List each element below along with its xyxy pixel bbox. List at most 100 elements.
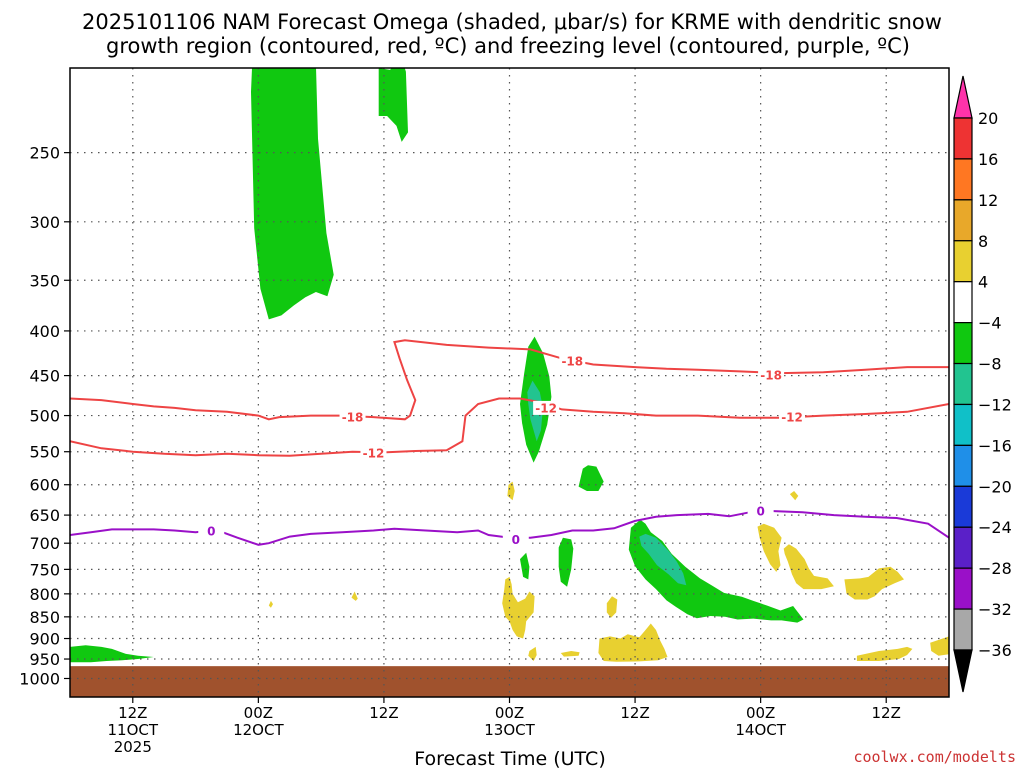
y-tick-label-850: 850 [29,608,60,627]
colorbar-label: 16 [978,150,998,169]
colorbar-top-arrow [953,75,973,119]
credit-text: coolwx.com/modelts [853,748,1016,766]
omega-region-13 [844,566,904,600]
colorbar-band-6 [953,322,973,365]
colorbar-label: −16 [978,436,1012,455]
y-tick-label-550: 550 [29,443,60,462]
colorbar-band-3 [953,199,973,242]
contour-label--12: -12 [363,447,385,461]
colorbar-band-8 [953,403,973,446]
colorbar-bottom-arrow [953,649,973,693]
x-tick-label-6-1: 12Z [118,704,147,722]
omega-region-20 [598,623,668,662]
omega-region-1 [251,68,334,320]
colorbar-band-9 [953,444,973,487]
colorbar: 20 16 12 8 4 −4 −8 −12 −16 −20 −24 −28 −32 −36 [953,75,1012,693]
contour-label-bg [339,410,366,425]
colorbar-label: −36 [978,641,1012,660]
colorbar-band-2 [953,158,973,201]
contour--18 [70,339,949,421]
contour-label-bg [747,503,774,518]
x-axis-label: Forecast Time (UTC) [414,748,605,768]
colorbar-label: −32 [978,600,1012,619]
y-tick-label-350: 350 [29,271,60,290]
chart-title-line-2: growth region (contoured, red, ºC) and f… [106,34,910,58]
omega-region-22 [930,636,949,656]
y-tick-label-900: 900 [29,630,60,649]
omega-region-4 [578,465,604,491]
contour-label--18: -18 [342,411,364,425]
colorbar-label: −20 [978,477,1012,496]
colorbar-band-13 [953,608,973,651]
y-tick-label-450: 450 [29,367,60,386]
x-tick-label-78-1: 12Z [872,704,901,722]
omega-region-8 [70,645,154,663]
omega-region-6 [558,537,574,587]
contour-label--18: -18 [760,368,782,382]
contour-label-bg [198,524,225,539]
contour-label-0: 0 [207,525,215,539]
x-tick-label-42-1: 00Z [495,704,524,722]
omega-region-23 [268,600,273,608]
y-tick-label-600: 600 [29,476,60,495]
colorbar-band-10 [953,485,973,528]
contour-label-bg [502,532,529,547]
contour-label-bg [779,410,806,425]
y-tick-label-300: 300 [29,213,60,232]
x-tick-label-66-1: 00Z [746,704,775,722]
colorbar-label: 12 [978,191,998,210]
colorbar-label: 8 [978,232,988,251]
contour-label--18: -18 [561,354,583,368]
contour-label-0: 0 [512,533,520,547]
colorbar-label: −24 [978,518,1012,537]
colorbar-band-7 [953,362,973,406]
omega-region-18 [606,596,618,618]
omega-region-24 [351,591,358,601]
omega-region-5 [628,519,804,623]
y-tick-label-800: 800 [29,585,60,604]
x-tick-label-6-3: 2025 [114,738,152,756]
x-tick-label-66-2: 14OCT [735,721,786,739]
colorbar-label: −4 [978,314,1002,333]
y-tick-label-650: 650 [29,506,60,525]
colorbar-label: 4 [978,273,988,292]
colorbar-label: 20 [978,109,998,128]
x-tick-label-54-1: 12Z [620,704,649,722]
omega-region-11 [757,523,782,572]
x-tick-label-18-2: 12OCT [233,721,284,739]
contour-label--12: -12 [781,411,803,425]
x-tick-label-6-2: 11OCT [108,721,159,739]
contour--12 [70,397,949,457]
y-tick-label-1000: 1000 [19,669,60,688]
omega-region-7 [520,552,530,580]
omega-region-16 [528,646,537,661]
omega-region-21 [856,646,913,661]
omega-region-14 [789,491,799,501]
x-tick-label-30-1: 12Z [369,704,398,722]
plot-inner: -18 -18 -18 -12 -12 -12 0 0 0 [70,68,949,697]
contour-label-bg [360,446,387,461]
contour-label--12: -12 [535,401,557,415]
omega-region-10 [639,533,687,586]
contour-label-bg [559,353,586,368]
y-tick-label-750: 750 [29,560,60,579]
colorbar-band-1 [953,117,973,160]
colorbar-label: −8 [978,355,1002,374]
y-tick-label-500: 500 [29,407,60,426]
chart-title-line-1: 2025101106 NAM Forecast Omega (shaded, μ… [82,10,942,34]
y-tick-label-950: 950 [29,650,60,669]
y-tick-label-400: 400 [29,322,60,341]
colorbar-label: −28 [978,559,1012,578]
colorbar-band-11 [953,526,973,569]
omega-region-12 [783,544,834,590]
colorbar-label: −12 [978,395,1012,414]
x-tick-label-42-2: 13OCT [484,721,535,739]
omega-region-2 [378,68,408,142]
contour-label-bg [758,367,785,382]
colorbar-band-5 [953,281,973,324]
omega-region-19 [560,651,580,657]
contour-label-bg [533,400,560,415]
colorbar-band-4 [953,240,973,283]
plot-area: -18 -18 -18 -12 -12 -12 0 0 0 250 300 350 400 450 500 5… [19,67,950,756]
